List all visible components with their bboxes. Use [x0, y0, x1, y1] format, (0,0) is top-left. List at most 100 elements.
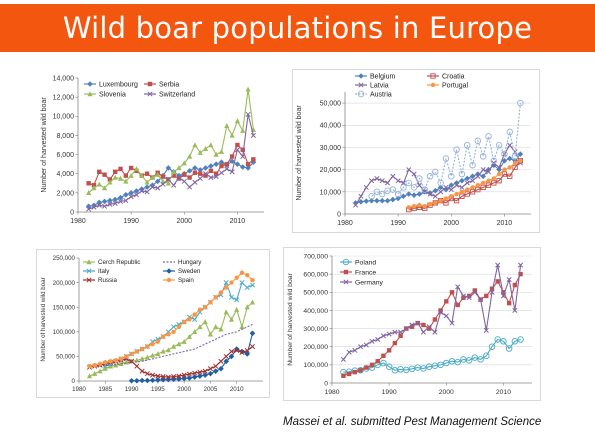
data-point-croatia	[501, 171, 508, 177]
data-point-latvia	[475, 173, 481, 179]
data-point-belgium	[448, 182, 455, 188]
data-point-croatia	[443, 200, 449, 206]
legend-label: Latvia	[370, 82, 389, 89]
y-tick-label: 12,000	[53, 95, 75, 102]
data-point-portugal	[475, 182, 481, 188]
series-portugal	[406, 158, 523, 210]
data-point-france	[346, 371, 352, 377]
data-point-latvia	[438, 189, 444, 195]
data-point-germany	[346, 349, 352, 355]
data-point-germany	[449, 320, 455, 326]
data-point-spain	[250, 277, 255, 283]
data-point-germany	[386, 331, 392, 337]
data-point-france	[386, 348, 392, 353]
data-point-slovenia	[165, 180, 171, 186]
data-point-germany	[455, 284, 461, 290]
legend: Cerch Republic Hungary Italy Sweden Russia Sp…	[83, 259, 202, 284]
data-point-spain	[108, 359, 113, 364]
y-tick-label: 0	[324, 380, 328, 387]
data-point-switzerland	[144, 189, 150, 195]
data-point-poland	[505, 345, 513, 352]
data-point-belgium	[496, 166, 502, 173]
data-point-slovenia	[213, 151, 219, 157]
data-point-slovenia	[224, 123, 230, 129]
data-point-spain	[139, 346, 145, 352]
data-point-russia	[213, 363, 219, 369]
data-point-italy	[249, 282, 256, 288]
data-point-germany	[375, 336, 381, 343]
y-tick-label: 500,000	[303, 290, 328, 297]
legend-marker	[358, 73, 364, 79]
data-point-cerch-republic	[107, 363, 114, 369]
y-tick-label: 10,000	[53, 114, 75, 121]
data-point-latvia	[448, 187, 454, 193]
data-point-spain	[229, 280, 234, 285]
data-point-austria	[469, 161, 476, 169]
data-point-luxembourg	[218, 159, 225, 166]
data-point-switzerland	[234, 147, 240, 153]
data-point-france	[489, 286, 495, 291]
data-point-germany	[403, 326, 409, 332]
data-point-portugal	[449, 194, 454, 199]
data-point-croatia	[485, 182, 492, 188]
data-point-portugal	[454, 191, 459, 197]
axis-lines	[78, 258, 263, 382]
data-point-belgium	[437, 184, 444, 191]
y-tick-label: 100,000	[53, 329, 76, 336]
data-point-russia	[150, 372, 156, 378]
data-point-poland	[488, 343, 496, 350]
data-point-austria	[485, 133, 492, 140]
data-point-latvia	[390, 173, 396, 179]
data-point-germany	[392, 329, 398, 335]
data-point-austria	[373, 188, 381, 196]
data-point-france	[341, 373, 346, 378]
legend-marker	[357, 90, 365, 98]
data-point-switzerland	[192, 179, 198, 185]
series-switzerland	[86, 111, 256, 212]
y-tick-label: 700,000	[303, 253, 328, 260]
y-axis-label: Number of harvested wild boar	[40, 277, 47, 361]
data-point-latvia	[459, 184, 465, 190]
data-point-russia	[249, 344, 256, 350]
data-point-france	[444, 299, 449, 304]
data-point-luxembourg	[112, 196, 118, 203]
data-point-slovenia	[229, 132, 235, 138]
legend-label: Belgium	[370, 73, 395, 80]
data-point-sweden	[249, 330, 256, 337]
data-point-sweden	[128, 377, 135, 384]
chart-svg-p1: 0 2,000 4,000 6,000 8,000 10,000 12,000 14,000 1…	[41, 75, 264, 225]
data-point-latvia	[422, 189, 428, 195]
data-point-sweden	[186, 375, 193, 381]
data-point-spain	[202, 305, 208, 310]
legend-marker	[166, 268, 172, 274]
data-point-austria	[442, 155, 450, 162]
data-point-cerch-republic	[239, 324, 245, 330]
y-tick-label: 8,000	[56, 133, 74, 140]
data-point-luxembourg	[117, 194, 124, 201]
data-point-austria	[458, 170, 466, 178]
data-point-portugal	[417, 202, 422, 208]
data-point-spain	[208, 300, 213, 305]
data-point-luxembourg	[91, 202, 97, 209]
data-point-serbia	[128, 165, 134, 171]
data-point-slovenia	[91, 185, 97, 191]
data-point-russia	[239, 349, 245, 356]
x-tick-label: 2010	[230, 386, 244, 393]
y-tick-label: 2,000	[56, 190, 74, 197]
data-point-cerch-republic	[181, 338, 187, 344]
data-point-serbia	[144, 171, 150, 176]
data-point-spain	[92, 363, 97, 368]
data-point-spain	[187, 317, 192, 322]
data-point-spain	[87, 364, 92, 369]
data-point-slovenia	[245, 86, 251, 92]
data-point-russia	[218, 358, 224, 364]
data-point-croatia	[491, 180, 497, 186]
data-point-cerch-republic	[144, 354, 150, 360]
data-point-croatia	[496, 178, 502, 184]
data-point-austria	[421, 186, 428, 193]
chart-svg-p2: 0 10,000 20,000 30,000 40,000 50,000 1980 1990 2…	[296, 73, 531, 227]
data-point-germany	[460, 293, 466, 299]
x-tick-label: 2005	[204, 386, 218, 393]
y-tick-label: 4,000	[56, 171, 74, 178]
data-point-sweden	[207, 370, 214, 377]
